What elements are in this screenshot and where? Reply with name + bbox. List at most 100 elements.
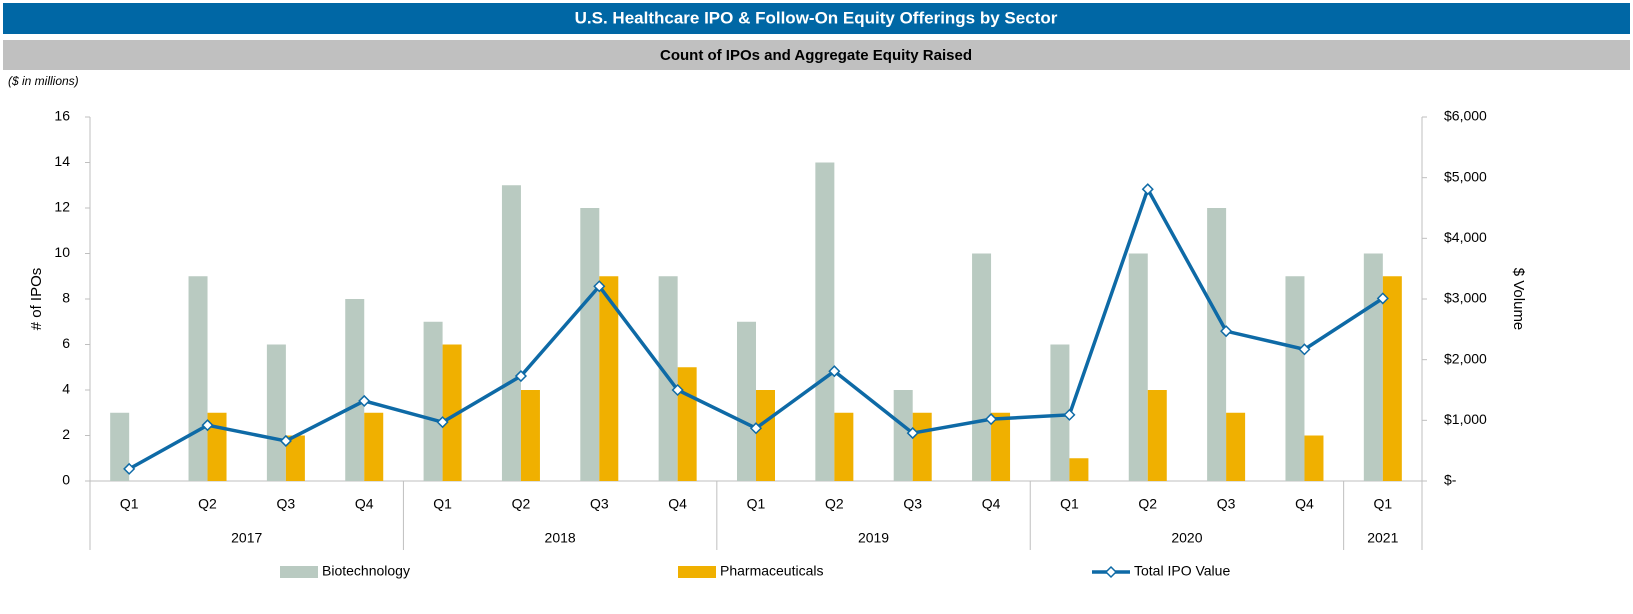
y-tick-label: 8 [62,290,70,306]
bar [345,299,365,481]
x-tick-label: Q4 [355,496,374,512]
bar [1147,390,1167,481]
legend-marker [1104,565,1118,579]
x-tick-label: Q4 [668,496,687,512]
bar [364,412,384,481]
marker [749,422,763,435]
marker [436,416,449,429]
bar [580,208,600,481]
bar [188,276,208,481]
x-tick-label: Q3 [903,496,922,512]
y2-tick-label: $4,000 [1444,229,1487,245]
y2-tick-label: $5,000 [1444,168,1487,184]
bar [110,412,130,481]
year-label: 2021 [1367,530,1398,546]
x-tick-label: Q2 [825,496,844,512]
title-bar [3,3,1630,34]
y-tick-label: 14 [54,153,70,169]
bar [501,185,521,481]
y-tick-label: 10 [54,244,70,260]
x-tick-label: Q4 [1295,496,1314,512]
x-tick-label: Q2 [198,496,217,512]
legend-swatch [280,566,318,578]
marker [593,280,606,293]
x-tick-label: Q1 [120,496,139,512]
bar [1207,208,1227,481]
bar [266,344,286,481]
x-tick-label: Q3 [590,496,609,512]
x-tick-label: Q2 [1138,496,1157,512]
y2-tick-label: $1,000 [1444,411,1487,427]
y-tick-label: 4 [62,381,70,397]
marker [828,365,841,378]
y-tick-label: 12 [54,199,70,215]
marker [279,434,292,448]
y2-tick-label: $- [1444,472,1457,488]
y-tick-label: 0 [62,472,70,488]
bar [756,390,775,481]
year-label: 2017 [231,530,262,546]
bar [737,321,756,481]
bar [834,412,854,481]
marker [906,427,919,440]
legend-label: Pharmaceuticals [720,563,824,579]
marker [1063,408,1076,421]
bar [423,321,443,481]
subtitle: Count of IPOs and Aggregate Equity Raise… [660,47,972,64]
y-tick-label: 16 [54,108,70,124]
legend-swatch [678,566,716,578]
legend-label: Biotechnology [322,563,410,579]
bar [972,253,992,481]
year-label: 2019 [858,530,889,546]
y2-tick-label: $6,000 [1444,108,1487,124]
bar [1285,276,1305,481]
bar [912,412,932,481]
marker [514,369,528,383]
bar [442,344,462,481]
title: U.S. Healthcare IPO & Follow-On Equity O… [575,8,1058,27]
marker [358,394,371,407]
x-tick-label: Q1 [747,496,766,512]
y2-tick-label: $2,000 [1444,350,1487,366]
bar [1050,344,1070,481]
bar [991,412,1011,481]
marker [1220,325,1233,338]
note: ($ in millions) [8,74,79,88]
y2-axis-label: $ Volume [1510,268,1527,331]
bar [1382,276,1402,481]
legend-label: Total IPO Value [1134,563,1230,579]
marker [1376,292,1389,305]
bar [285,435,305,481]
marker [671,383,684,397]
marker [1298,343,1311,356]
marker [201,419,214,432]
bar [1226,412,1246,481]
bar [599,276,619,481]
x-tick-label: Q3 [277,496,296,512]
y-tick-label: 6 [62,335,70,351]
subtitle-bar [3,40,1630,70]
x-tick-label: Q1 [1060,496,1079,512]
bar [1128,253,1148,481]
year-label: 2020 [1171,530,1202,546]
bar [1069,458,1089,481]
bar [520,390,540,481]
x-tick-label: Q4 [982,496,1001,512]
y-axis-label: # of IPOs [28,268,45,331]
year-label: 2018 [545,530,576,546]
marker [1141,183,1154,196]
marker [984,413,998,426]
y-tick-label: 2 [62,426,70,442]
x-tick-label: Q3 [1217,496,1236,512]
bar [1363,253,1383,481]
bar [1304,435,1324,481]
x-tick-label: Q1 [1373,496,1392,512]
bar [677,367,697,481]
marker [123,462,136,475]
bar [893,390,913,481]
y2-tick-label: $3,000 [1444,290,1487,306]
bar [815,162,835,481]
x-tick-label: Q2 [512,496,531,512]
x-tick-label: Q1 [433,496,452,512]
